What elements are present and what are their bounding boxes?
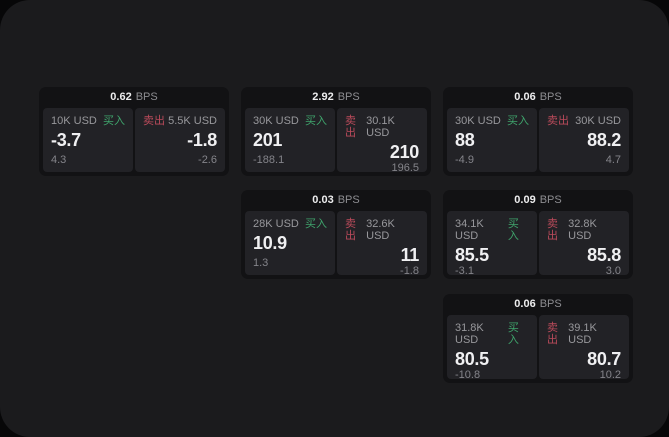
buy-price: 85.5 bbox=[455, 245, 489, 265]
sell-button[interactable]: 卖出 bbox=[345, 115, 356, 139]
buy-delta: -188.1 bbox=[253, 154, 285, 166]
bps-unit-label: BPS bbox=[539, 194, 562, 206]
sell-delta: 3.0 bbox=[605, 265, 621, 277]
buy-delta: -10.8 bbox=[455, 369, 481, 381]
sell-delta: -1.8 bbox=[400, 265, 419, 277]
buy-price: 80.5 bbox=[455, 349, 489, 369]
bps-value: 0.09 bbox=[514, 194, 536, 206]
buy-amount: 28K USD bbox=[253, 218, 299, 230]
buy-button[interactable]: 买入 bbox=[507, 115, 529, 127]
buy-amount: 34.1K USD bbox=[455, 218, 484, 242]
buy-delta: -3.1 bbox=[455, 265, 474, 277]
buy-panel[interactable]: 34.1K USD 买入 85.5 -3.1 bbox=[447, 211, 537, 277]
quote-card: 0.03 BPS 28K USD 买入 10.9 1.3 卖出 32.6K US… bbox=[241, 190, 431, 279]
bps-unit-label: BPS bbox=[539, 298, 562, 310]
quote-card: 0.06 BPS 31.8K USD 买入 80.5 -10.8 卖出 39.1… bbox=[443, 294, 633, 383]
sell-price: 80.7 bbox=[587, 349, 621, 369]
sell-button[interactable]: 卖出 bbox=[547, 218, 558, 242]
sell-amount: 30K USD bbox=[575, 115, 621, 127]
bps-unit-label: BPS bbox=[337, 91, 360, 103]
buy-delta: 1.3 bbox=[253, 257, 269, 269]
buy-delta: 4.3 bbox=[51, 154, 67, 166]
sell-button[interactable]: 卖出 bbox=[143, 115, 165, 127]
sell-delta: 10.2 bbox=[599, 369, 621, 381]
sell-panel[interactable]: 卖出 30.1K USD 210 196.5 bbox=[337, 108, 427, 174]
quote-card: 2.92 BPS 30K USD 买入 201 -188.1 卖出 30.1K … bbox=[241, 87, 431, 176]
bps-unit-label: BPS bbox=[539, 91, 562, 103]
buy-button[interactable]: 买入 bbox=[305, 115, 327, 127]
bps-unit-label: BPS bbox=[337, 194, 360, 206]
sell-price: 11 bbox=[400, 245, 420, 265]
buy-price: 88 bbox=[455, 130, 475, 150]
sell-button[interactable]: 卖出 bbox=[345, 218, 356, 242]
buy-price: 201 bbox=[253, 130, 283, 150]
card-header: 0.06 BPS bbox=[447, 91, 629, 104]
buy-panel[interactable]: 30K USD 买入 201 -188.1 bbox=[245, 108, 335, 172]
sell-delta: 196.5 bbox=[391, 162, 419, 174]
sell-amount: 39.1K USD bbox=[568, 322, 597, 346]
sell-panel[interactable]: 卖出 30K USD 88.2 4.7 bbox=[539, 108, 629, 172]
sell-price: 210 bbox=[389, 142, 419, 162]
bps-value: 2.92 bbox=[312, 91, 334, 103]
sell-button[interactable]: 卖出 bbox=[547, 322, 558, 346]
sell-panel[interactable]: 卖出 39.1K USD 80.7 10.2 bbox=[539, 315, 629, 381]
buy-amount: 30K USD bbox=[253, 115, 299, 127]
buy-button[interactable]: 买入 bbox=[507, 322, 519, 346]
buy-delta: -4.9 bbox=[455, 154, 474, 166]
buy-panel[interactable]: 10K USD 买入 -3.7 4.3 bbox=[43, 108, 133, 172]
sell-delta: 4.7 bbox=[605, 154, 621, 166]
sell-panel[interactable]: 卖出 32.6K USD 11 -1.8 bbox=[337, 211, 427, 277]
sell-panel[interactable]: 卖出 32.8K USD 85.8 3.0 bbox=[539, 211, 629, 277]
sell-price: -1.8 bbox=[187, 130, 217, 150]
card-header: 0.62 BPS bbox=[43, 91, 225, 104]
buy-button[interactable]: 买入 bbox=[305, 218, 327, 230]
sell-panel[interactable]: 卖出 5.5K USD -1.8 -2.6 bbox=[135, 108, 225, 172]
sell-amount: 5.5K USD bbox=[168, 115, 217, 127]
card-header: 0.03 BPS bbox=[245, 194, 427, 207]
buy-panel[interactable]: 28K USD 买入 10.9 1.3 bbox=[245, 211, 335, 275]
sell-amount: 32.8K USD bbox=[568, 218, 597, 242]
quote-card: 0.09 BPS 34.1K USD 买入 85.5 -3.1 卖出 32.8K… bbox=[443, 190, 633, 279]
buy-price: -3.7 bbox=[51, 130, 81, 150]
buy-amount: 31.8K USD bbox=[455, 322, 484, 346]
bps-value: 0.03 bbox=[312, 194, 334, 206]
buy-amount: 30K USD bbox=[455, 115, 501, 127]
sell-price: 88.2 bbox=[587, 130, 621, 150]
bps-unit-label: BPS bbox=[135, 91, 158, 103]
bps-value: 0.06 bbox=[514, 91, 536, 103]
buy-panel[interactable]: 31.8K USD 买入 80.5 -10.8 bbox=[447, 315, 537, 381]
sell-delta: -2.6 bbox=[198, 154, 217, 166]
buy-panel[interactable]: 30K USD 买入 88 -4.9 bbox=[447, 108, 537, 172]
bps-value: 0.06 bbox=[514, 298, 536, 310]
card-header: 0.09 BPS bbox=[447, 194, 629, 207]
quote-card: 0.06 BPS 30K USD 买入 88 -4.9 卖出 30K USD 8… bbox=[443, 87, 633, 176]
card-header: 0.06 BPS bbox=[447, 298, 629, 311]
quote-card: 0.62 BPS 10K USD 买入 -3.7 4.3 卖出 5.5K USD… bbox=[39, 87, 229, 176]
bps-value: 0.62 bbox=[110, 91, 132, 103]
sell-amount: 30.1K USD bbox=[366, 115, 395, 139]
buy-button[interactable]: 买入 bbox=[507, 218, 519, 242]
sell-amount: 32.6K USD bbox=[366, 218, 395, 242]
sell-button[interactable]: 卖出 bbox=[547, 115, 569, 127]
buy-amount: 10K USD bbox=[51, 115, 97, 127]
buy-price: 10.9 bbox=[253, 233, 287, 253]
sell-price: 85.8 bbox=[587, 245, 621, 265]
card-header: 2.92 BPS bbox=[245, 91, 427, 104]
buy-button[interactable]: 买入 bbox=[103, 115, 125, 127]
